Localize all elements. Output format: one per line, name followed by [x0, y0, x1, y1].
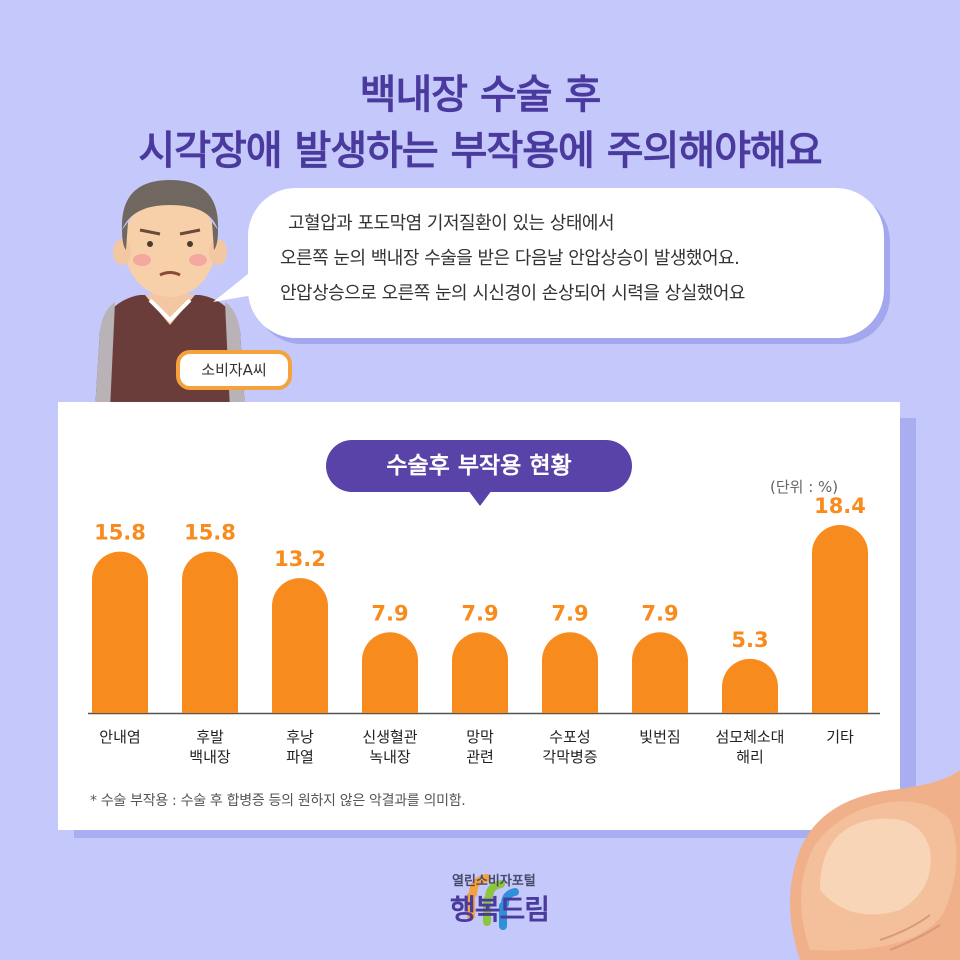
- bar-8: [812, 525, 868, 713]
- title-line-1: 백내장 수술 후: [359, 72, 602, 118]
- bar-2: [272, 578, 328, 713]
- value-label-7: 5.3: [731, 628, 768, 652]
- category-label-1: 후발 백내장: [189, 728, 231, 766]
- bar-1: [182, 551, 238, 713]
- logo-subtitle: 열린소비자포털: [452, 874, 536, 889]
- category-label-4: 망막 관련: [466, 728, 494, 766]
- category-label-0: 안내염: [99, 728, 140, 746]
- bar-0: [92, 551, 148, 713]
- value-label-2: 13.2: [274, 547, 326, 571]
- speech-text: 고혈압과 포도막염 기저질환이 있는 상태에서 오른쪽 눈의 백내장 수술을 받…: [280, 206, 880, 311]
- logo-icon: [467, 874, 519, 930]
- bar-3: [362, 632, 418, 713]
- logo-title: 행복드림: [450, 893, 550, 926]
- value-label-5: 7.9: [551, 601, 588, 625]
- title-line-2: 시각장애 발생하는 부작용에 주의해야해요: [138, 128, 822, 174]
- value-label-4: 7.9: [461, 601, 498, 625]
- footnote: * 수술 부작용 : 수술 후 합병증 등의 원하지 않은 악결과를 의미함.: [90, 793, 466, 809]
- speech-line-3: 안압상승으로 오른쪽 눈의 시신경이 손상되어 시력을 상실했어요: [280, 283, 745, 304]
- thumb-illustration: [790, 770, 960, 960]
- bar-6: [632, 632, 688, 713]
- value-label-1: 15.8: [184, 521, 236, 545]
- value-label-8: 18.4: [814, 494, 866, 518]
- category-label-5: 수포성 각막병증: [542, 728, 597, 766]
- chart-title: 수술후 부작용 현황: [326, 440, 632, 492]
- category-label-2: 후낭 파열: [286, 728, 314, 766]
- speaker-tag: 소비자A씨: [176, 350, 292, 390]
- chart-title-tail: [468, 490, 492, 506]
- bar-4: [452, 632, 508, 713]
- category-label-3: 신생혈관 녹내장: [362, 728, 417, 766]
- bar-5: [542, 632, 598, 713]
- unit-label: (단위 : %): [770, 478, 839, 496]
- category-label-8: 기타: [826, 728, 854, 746]
- speech-line-1: 고혈압과 포도막염 기저질환이 있는 상태에서: [288, 213, 615, 234]
- value-label-0: 15.8: [94, 521, 146, 545]
- category-label-6: 빛번짐: [639, 728, 680, 746]
- speech-line-2: 오른쪽 눈의 백내장 수술을 받은 다음날 안압상승이 발생했어요.: [280, 248, 740, 269]
- bar-7: [722, 658, 778, 713]
- value-label-6: 7.9: [641, 601, 678, 625]
- speech-bubble: [248, 188, 884, 338]
- value-label-3: 7.9: [371, 601, 408, 625]
- category-label-7: 섬모체소대 해리: [715, 728, 784, 766]
